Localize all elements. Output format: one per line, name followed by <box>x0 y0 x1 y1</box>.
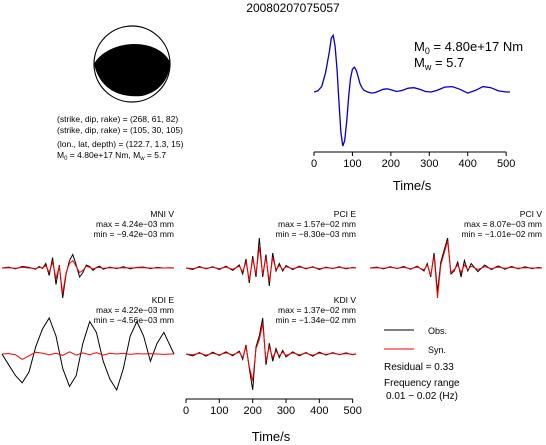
observed-waveform <box>369 237 543 293</box>
mechanism-line3: (lon., lat, depth) = (122.7, 1.3, 15) <box>57 139 184 149</box>
max-amplitude: max = 1.37e−02 mm <box>278 305 356 315</box>
x-tick-label: 300 <box>277 405 295 417</box>
x-axis-label: Time/s <box>252 429 291 444</box>
x-tick-label: 0 <box>311 158 317 170</box>
x-tick-label: 0 <box>183 405 189 417</box>
station-label: MNI V <box>150 209 174 219</box>
x-tick-label: 300 <box>420 158 438 170</box>
max-amplitude: max = 8.07e−03 mm <box>464 219 542 229</box>
synthetic-waveform <box>185 323 357 382</box>
bottom-time-axis: 0 100 200 300 400 500 Time/s <box>183 398 362 444</box>
x-tick-label: 200 <box>382 158 400 170</box>
min-amplitude: min = −1.34e−02 mm <box>275 315 356 325</box>
min-amplitude: min = −4.56e−03 mm <box>93 315 174 325</box>
legend-freq-title: Frequency range <box>384 378 460 389</box>
stf-labels: M0 = 4.80e+17 Nm Mw = 5.7 <box>414 39 523 72</box>
x-tick-label: 400 <box>310 405 328 417</box>
legend-syn-label: Syn. <box>428 345 446 355</box>
station-label: KDI V <box>334 295 357 305</box>
station-label: PCI V <box>520 209 543 219</box>
mechanism-moment: M0 = 4.80e+17 Nm, Mw = 5.7 <box>57 150 166 162</box>
mechanism-text: (strike, dip, rake) = (268, 61, 82) (str… <box>57 114 184 162</box>
stf-mw-label: Mw = 5.7 <box>414 55 464 72</box>
x-tick-label: 500 <box>343 405 361 417</box>
min-amplitude: min = −9.42e−03 mm <box>93 229 174 239</box>
x-tick-label: 200 <box>243 405 261 417</box>
beachball <box>93 25 171 103</box>
observed-waveform <box>185 237 357 287</box>
synthetic-waveform <box>1 259 174 294</box>
max-amplitude: max = 4.24e−03 mm <box>96 219 174 229</box>
station-label: KDI E <box>152 295 175 305</box>
stf-m0-label: M0 = 4.80e+17 Nm <box>414 39 523 56</box>
observed-waveform <box>1 253 175 299</box>
min-amplitude: min = −1.01e−02 mm <box>461 229 542 239</box>
legend-freq-value: 0.01 − 0.02 (Hz) <box>386 391 458 402</box>
x-tick-label: 500 <box>497 158 515 170</box>
observed-waveform <box>1 316 175 392</box>
max-amplitude: max = 4.22e−03 mm <box>96 305 174 315</box>
legend-residual: Residual = 0.33 <box>384 362 454 373</box>
max-amplitude: max = 1.57e−02 mm <box>278 219 356 229</box>
legend: Obs. Syn. Residual = 0.33 Frequency rang… <box>384 326 460 402</box>
station-label: PCI E <box>334 209 357 219</box>
x-axis-label: Time/s <box>393 178 432 193</box>
x-tick-label: 400 <box>459 158 477 170</box>
beachball-compression <box>94 44 170 97</box>
mechanism-line1: (strike, dip, rake) = (268, 61, 82) <box>57 114 178 124</box>
stf-panel: 0 100 200 300 400 500 Time/s <box>311 33 515 193</box>
legend-obs-label: Obs. <box>428 326 447 336</box>
synthetic-waveform <box>1 351 174 360</box>
synthetic-waveform <box>369 240 542 299</box>
x-tick-label: 100 <box>343 158 361 170</box>
x-tick-label: 100 <box>210 405 228 417</box>
min-amplitude: min = −8.30e−03 mm <box>275 229 356 239</box>
stf-series-line <box>313 33 510 147</box>
mechanism-line2: (strike, dip, rake) = (105, 30, 105) <box>57 125 183 135</box>
event-id: 20080207075057 <box>246 1 340 15</box>
synthetic-waveform <box>185 246 357 282</box>
